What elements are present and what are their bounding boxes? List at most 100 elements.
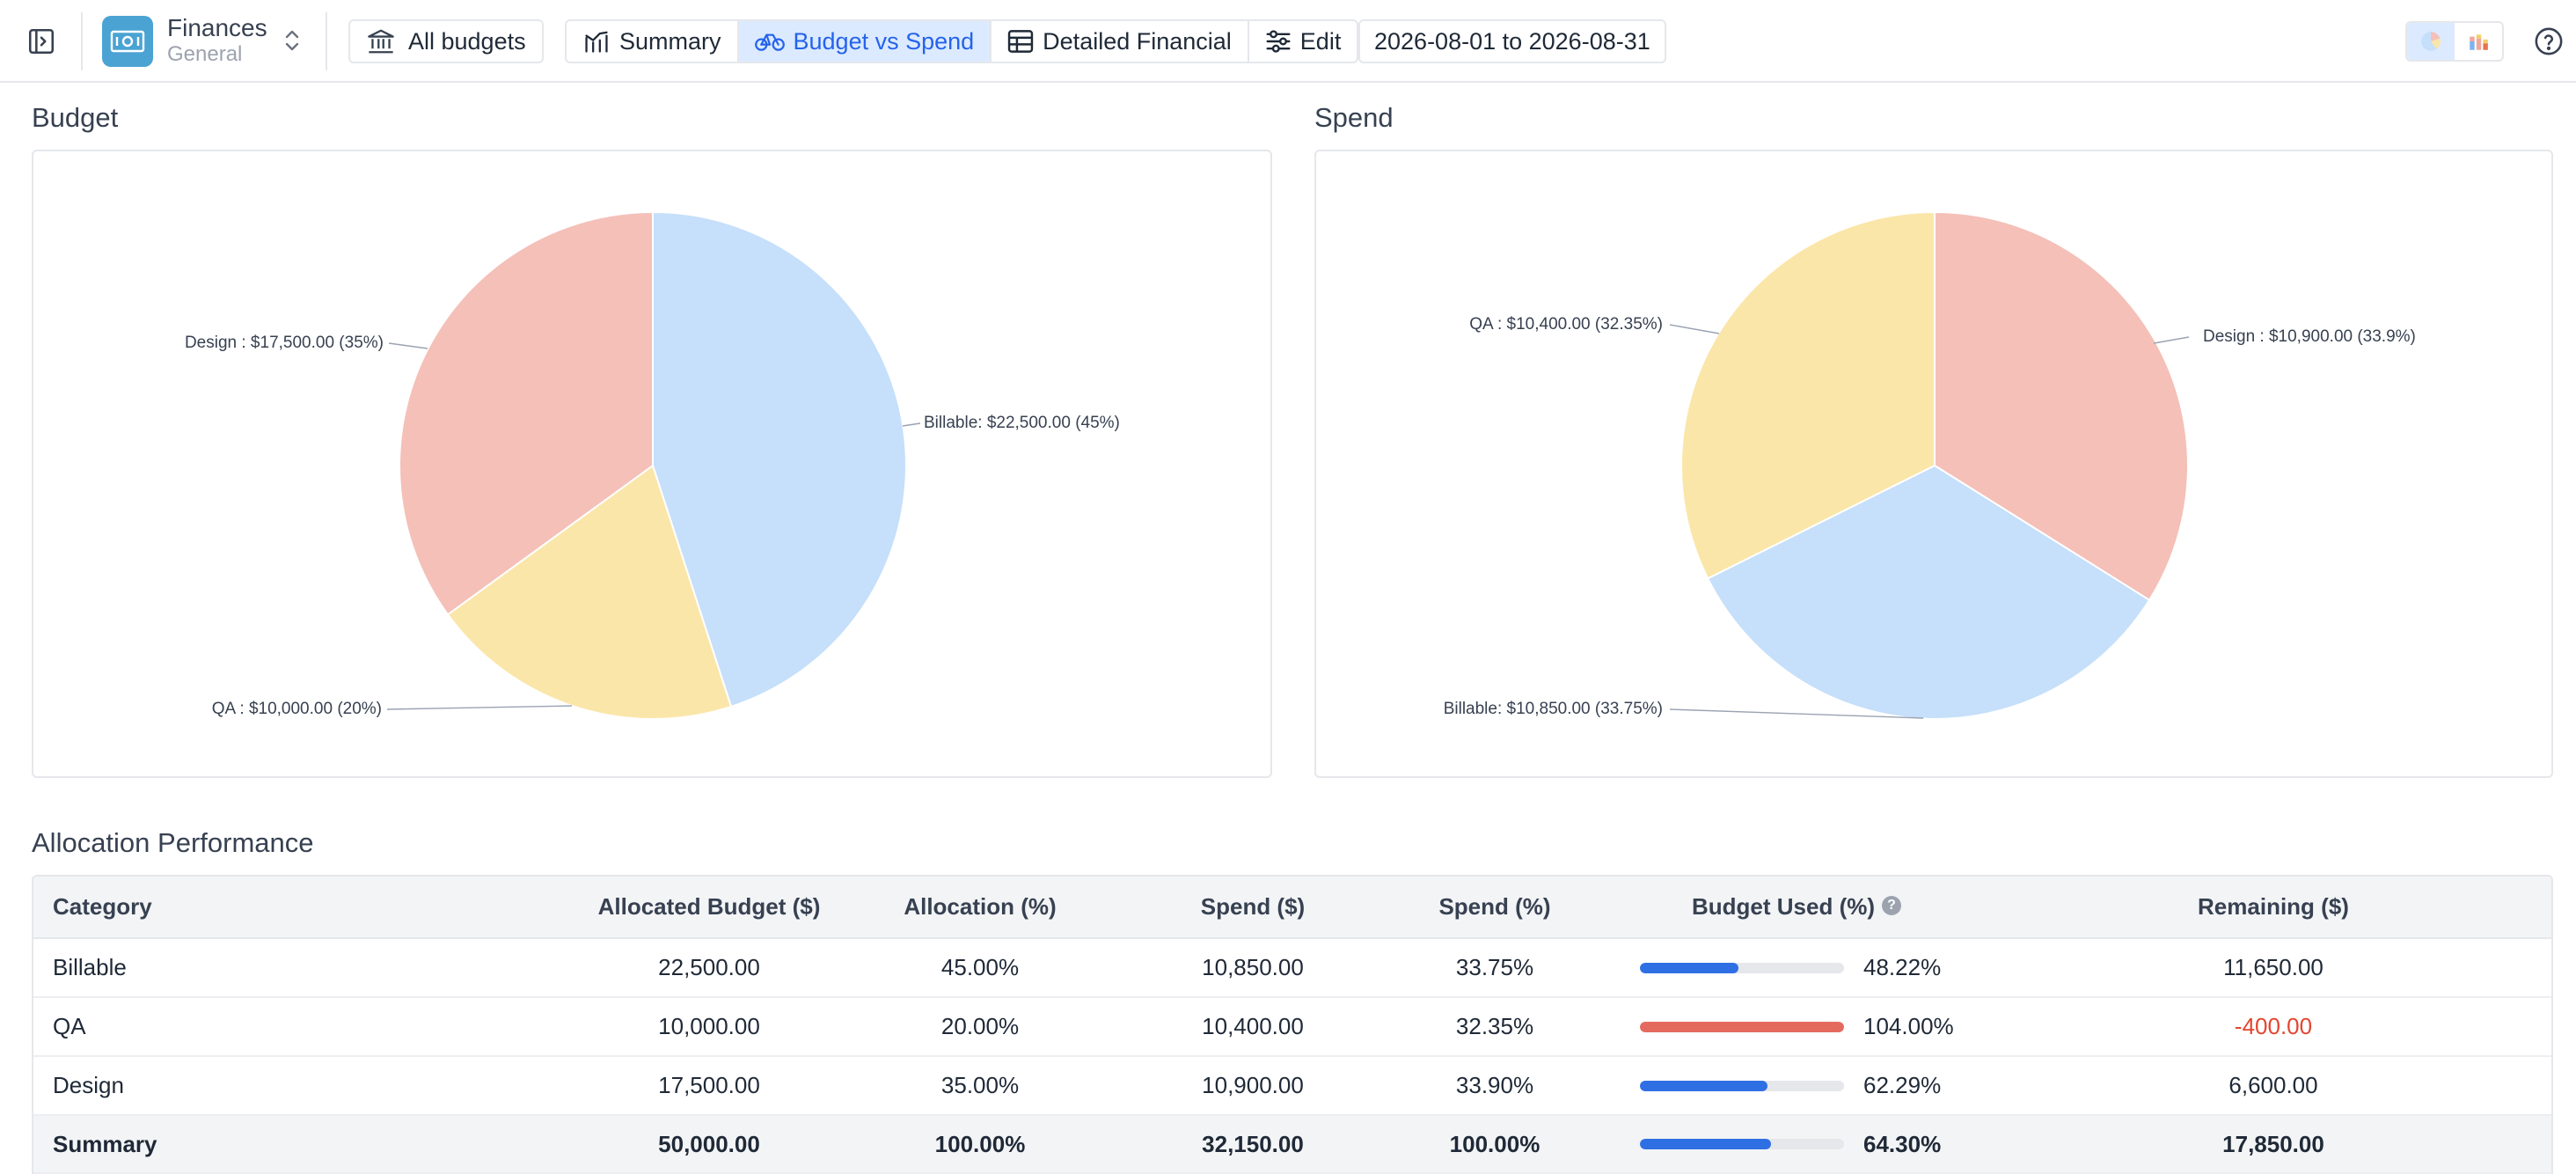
- cell-spend: 10,900.00: [1117, 1056, 1388, 1116]
- tab-detailed-financial-label: Detailed Financial: [1043, 27, 1232, 55]
- progress-bar-fill: [1640, 1021, 1844, 1032]
- cell-allocation-pct: 35.00%: [843, 1056, 1117, 1116]
- cell-allocation-pct: 45.00%: [843, 938, 1117, 998]
- cell-allocated: 22,500.00: [575, 938, 843, 998]
- col-spend-pct[interactable]: Spend (%): [1388, 877, 1601, 939]
- budget-chart-panel: Billable: $22,500.00 (45%) QA : $10,000.0…: [32, 150, 1272, 778]
- col-budget-used-label: Budget Used (%): [1692, 893, 1875, 920]
- col-spend[interactable]: Spend ($): [1117, 877, 1388, 939]
- budget-used-value: 48.22%: [1863, 954, 1942, 980]
- app-subtitle: General: [167, 42, 243, 66]
- cell-budget-used: 62.29%: [1601, 1056, 1992, 1116]
- help-tooltip-icon[interactable]: ?: [1882, 896, 1901, 915]
- summary-budget-used: 64.30%: [1601, 1114, 1992, 1174]
- pie-label-design: Design : $10,900.00 (33.9%): [2203, 327, 2416, 346]
- summary-label: Summary: [33, 1114, 575, 1174]
- col-remaining[interactable]: Remaining ($): [1992, 877, 2551, 939]
- all-budgets-button[interactable]: All budgets: [348, 19, 544, 63]
- progress-bar: [1640, 962, 1844, 973]
- summary-allocated: 50,000.00: [575, 1114, 843, 1174]
- progress-bar: [1640, 1080, 1844, 1091]
- cell-spend: 10,850.00: [1117, 938, 1388, 998]
- col-allocated-budget[interactable]: Allocated Budget ($): [575, 877, 843, 939]
- cell-budget-used: 104.00%: [1601, 997, 1992, 1057]
- cell-category: Billable: [33, 938, 575, 998]
- date-range-picker[interactable]: 2026-08-01 to 2026-08-31: [1358, 19, 1666, 63]
- bank-icon: [368, 29, 394, 54]
- spend-pie-chart: Design : $10,900.00 (33.9%) Billable: $10…: [1444, 210, 2416, 720]
- table-header-row: Category Allocated Budget ($) Allocation…: [33, 877, 2551, 939]
- cell-remaining: 6,600.00: [1992, 1056, 2551, 1116]
- pie-view-button[interactable]: [2407, 23, 2455, 60]
- allocation-title: Allocation Performance: [32, 827, 314, 858]
- progress-bar-fill: [1640, 1080, 1767, 1091]
- cell-spend: 10,400.00: [1117, 997, 1388, 1057]
- pie-label-qa: QA : $10,000.00 (20%): [212, 700, 382, 718]
- sidebar-toggle-icon[interactable]: [19, 19, 63, 63]
- tab-edit[interactable]: Edit: [1249, 21, 1358, 62]
- progress-bar: [1640, 1139, 1844, 1149]
- cell-remaining: -400.00: [1992, 997, 2551, 1057]
- pie-leader-line: [2153, 336, 2190, 344]
- finances-app-icon[interactable]: [102, 16, 153, 67]
- tab-budget-vs-spend[interactable]: Budget vs Spend: [738, 21, 992, 62]
- table-row[interactable]: Billable 22,500.00 45.00% 10,850.00 33.7…: [33, 938, 2551, 998]
- cell-allocation-pct: 20.00%: [843, 997, 1117, 1057]
- budget-used-value: 64.30%: [1863, 1130, 1942, 1157]
- cell-remaining: 11,650.00: [1992, 938, 2551, 998]
- tab-edit-label: Edit: [1299, 27, 1342, 55]
- bar-view-button[interactable]: [2455, 23, 2502, 60]
- pie-slice-qa[interactable]: [446, 464, 733, 720]
- view-tabs: Summary Budget vs Spend Detailed Financi…: [565, 19, 1359, 63]
- table-row[interactable]: QA 10,000.00 20.00% 10,400.00 32.35% 104…: [33, 997, 2551, 1057]
- bicycle-icon: [754, 33, 785, 51]
- col-allocation-pct[interactable]: Allocation (%): [843, 877, 1117, 939]
- allocation-table: Category Allocated Budget ($) Allocation…: [32, 875, 2553, 1174]
- tab-summary[interactable]: Summary: [567, 21, 739, 62]
- summary-allocation-pct: 100.00%: [843, 1114, 1117, 1174]
- spend-chart-title: Spend: [1314, 102, 1394, 133]
- tab-summary-label: Summary: [619, 27, 721, 55]
- table-summary-row: Summary 50,000.00 100.00% 32,150.00 100.…: [33, 1114, 2551, 1174]
- pie-leader-line: [1669, 708, 1924, 719]
- all-budgets-label: All budgets: [408, 27, 526, 55]
- summary-remaining: 17,850.00: [1992, 1114, 2551, 1174]
- pie-leader-line: [386, 705, 573, 710]
- budget-used-value: 104.00%: [1863, 1013, 1954, 1039]
- pie-label-billable: Billable: $22,500.00 (45%): [924, 414, 1120, 432]
- app-switcher[interactable]: Finances General: [167, 14, 267, 67]
- pie-label-design: Design : $17,500.00 (35%): [185, 334, 384, 352]
- cell-budget-used: 48.22%: [1601, 938, 1992, 998]
- chart-view-toggle: [2405, 21, 2504, 62]
- cell-spend-pct: 33.75%: [1388, 938, 1601, 998]
- summary-spend: 32,150.00: [1117, 1114, 1388, 1174]
- table-row[interactable]: Design 17,500.00 35.00% 10,900.00 33.90%…: [33, 1056, 2551, 1116]
- pie-slice-design[interactable]: [399, 210, 654, 616]
- cell-allocated: 10,000.00: [575, 997, 843, 1057]
- spend-chart-panel: Design : $10,900.00 (33.9%) Billable: $10…: [1314, 150, 2553, 778]
- tab-budget-vs-spend-label: Budget vs Spend: [793, 27, 975, 55]
- progress-bar-fill: [1640, 962, 1738, 973]
- pie-leader-line: [902, 422, 921, 427]
- budget-pie-chart: Billable: $22,500.00 (45%) QA : $10,000.0…: [185, 210, 1120, 720]
- pie-label-billable: Billable: $10,850.00 (33.75%): [1444, 700, 1663, 718]
- pie-leader-line: [388, 342, 428, 349]
- pie-label-qa: QA : $10,400.00 (32.35%): [1469, 315, 1663, 334]
- budget-chart-title: Budget: [32, 102, 119, 133]
- progress-bar: [1640, 1021, 1844, 1032]
- cell-category: Design: [33, 1056, 575, 1116]
- pie-leader-line: [1669, 324, 1720, 334]
- col-budget-used[interactable]: Budget Used (%)?: [1601, 877, 1992, 939]
- pie-slice-qa[interactable]: [1680, 210, 1936, 580]
- help-icon[interactable]: [2534, 26, 2564, 56]
- cell-allocated: 17,500.00: [575, 1056, 843, 1116]
- cell-category: QA: [33, 997, 575, 1057]
- tab-detailed-financial[interactable]: Detailed Financial: [992, 21, 1249, 62]
- col-category[interactable]: Category: [33, 877, 575, 939]
- chevron-up-down-icon[interactable]: [282, 26, 303, 55]
- app-name: Finances: [167, 14, 267, 41]
- top-toolbar: Finances General All budgets Summary Bud…: [0, 0, 2576, 83]
- summary-spend-pct: 100.00%: [1388, 1114, 1601, 1174]
- cell-spend-pct: 32.35%: [1388, 997, 1601, 1057]
- table-icon: [1007, 30, 1034, 53]
